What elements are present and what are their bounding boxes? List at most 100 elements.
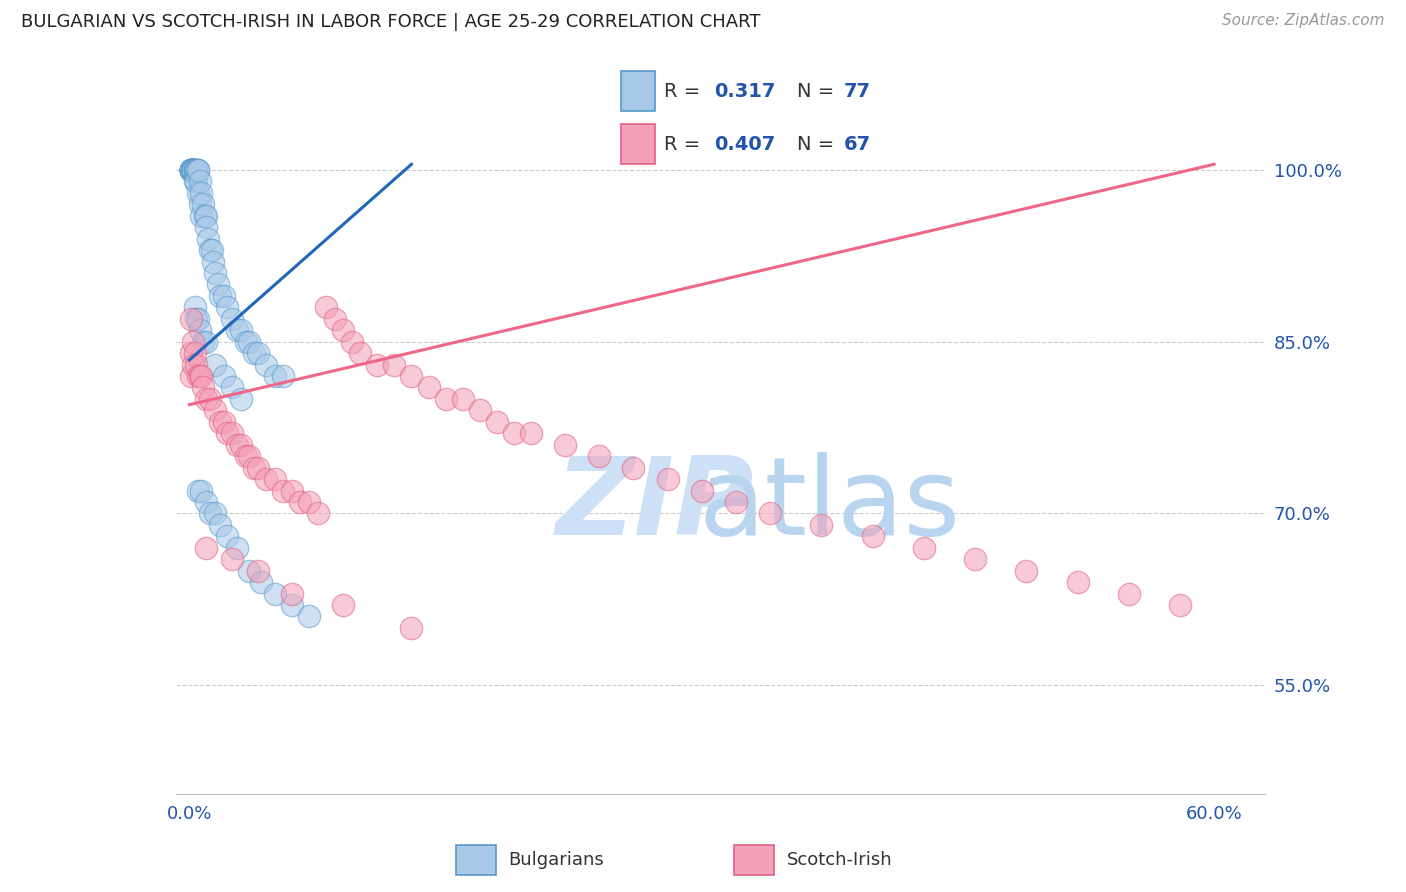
Point — [451, 392, 474, 406]
Point — [195, 334, 218, 349]
Text: Scotch-Irish: Scotch-Irish — [786, 851, 893, 869]
Point — [366, 358, 388, 372]
Point — [180, 163, 202, 178]
Point — [187, 311, 209, 326]
Point — [209, 289, 232, 303]
FancyBboxPatch shape — [734, 845, 775, 875]
Point — [215, 301, 238, 315]
Point — [254, 358, 277, 372]
Point — [1118, 586, 1140, 600]
Point — [724, 495, 747, 509]
Point — [207, 277, 229, 292]
Point — [190, 483, 212, 498]
Point — [204, 403, 226, 417]
Point — [340, 334, 363, 349]
Point — [298, 609, 321, 624]
Point — [238, 564, 260, 578]
Point — [382, 358, 405, 372]
Point — [1168, 598, 1191, 612]
Point — [246, 564, 269, 578]
Point — [963, 552, 986, 566]
Point — [195, 495, 218, 509]
Point — [186, 174, 208, 188]
Text: ZIP: ZIP — [555, 452, 755, 558]
Point — [520, 426, 543, 441]
Point — [181, 163, 204, 178]
Point — [194, 209, 217, 223]
Point — [221, 552, 243, 566]
Point — [183, 163, 205, 178]
Point — [181, 163, 204, 178]
Point — [180, 163, 202, 178]
Point — [183, 163, 205, 178]
Point — [418, 380, 440, 394]
Point — [221, 380, 243, 394]
Point — [468, 403, 491, 417]
Point — [195, 209, 218, 223]
Point — [190, 186, 212, 200]
Point — [332, 598, 354, 612]
Point — [198, 243, 221, 257]
Point — [187, 483, 209, 498]
Point — [209, 517, 232, 532]
Point — [235, 449, 257, 463]
Point — [332, 323, 354, 337]
Point — [221, 311, 243, 326]
Point — [187, 163, 209, 178]
Point — [181, 163, 204, 178]
Point — [204, 266, 226, 280]
Point — [209, 415, 232, 429]
Point — [263, 472, 285, 486]
Point — [588, 449, 610, 463]
Point — [554, 438, 576, 452]
Point — [243, 346, 266, 360]
FancyBboxPatch shape — [456, 845, 496, 875]
Point — [235, 334, 257, 349]
Point — [195, 220, 218, 235]
Point — [759, 507, 782, 521]
Point — [187, 163, 209, 178]
Point — [298, 495, 321, 509]
Point — [273, 369, 295, 384]
Point — [180, 163, 202, 178]
Point — [254, 472, 277, 486]
Text: Bulgarians: Bulgarians — [508, 851, 605, 869]
Point — [215, 426, 238, 441]
Point — [188, 323, 211, 337]
Point — [180, 346, 202, 360]
Text: 0.317: 0.317 — [714, 81, 775, 101]
Text: R =: R = — [664, 81, 700, 101]
Text: N =: N = — [797, 81, 834, 101]
Point — [187, 186, 209, 200]
Point — [186, 163, 208, 178]
Point — [181, 163, 204, 178]
Point — [181, 358, 204, 372]
Point — [183, 174, 205, 188]
Point — [263, 586, 285, 600]
Point — [195, 541, 218, 555]
Point — [204, 507, 226, 521]
Point — [862, 529, 884, 543]
Point — [485, 415, 508, 429]
Point — [186, 311, 208, 326]
Point — [212, 369, 235, 384]
Point — [198, 507, 221, 521]
Point — [401, 369, 423, 384]
Point — [180, 163, 202, 178]
Point — [183, 301, 205, 315]
Point — [197, 232, 219, 246]
Point — [246, 460, 269, 475]
Point — [434, 392, 457, 406]
Point — [215, 529, 238, 543]
Point — [198, 392, 221, 406]
Point — [315, 301, 337, 315]
Point — [290, 495, 312, 509]
Point — [226, 438, 249, 452]
Point — [243, 460, 266, 475]
Point — [229, 323, 252, 337]
Point — [281, 586, 304, 600]
Point — [226, 323, 249, 337]
Point — [323, 311, 346, 326]
Point — [226, 541, 249, 555]
Point — [180, 163, 202, 178]
